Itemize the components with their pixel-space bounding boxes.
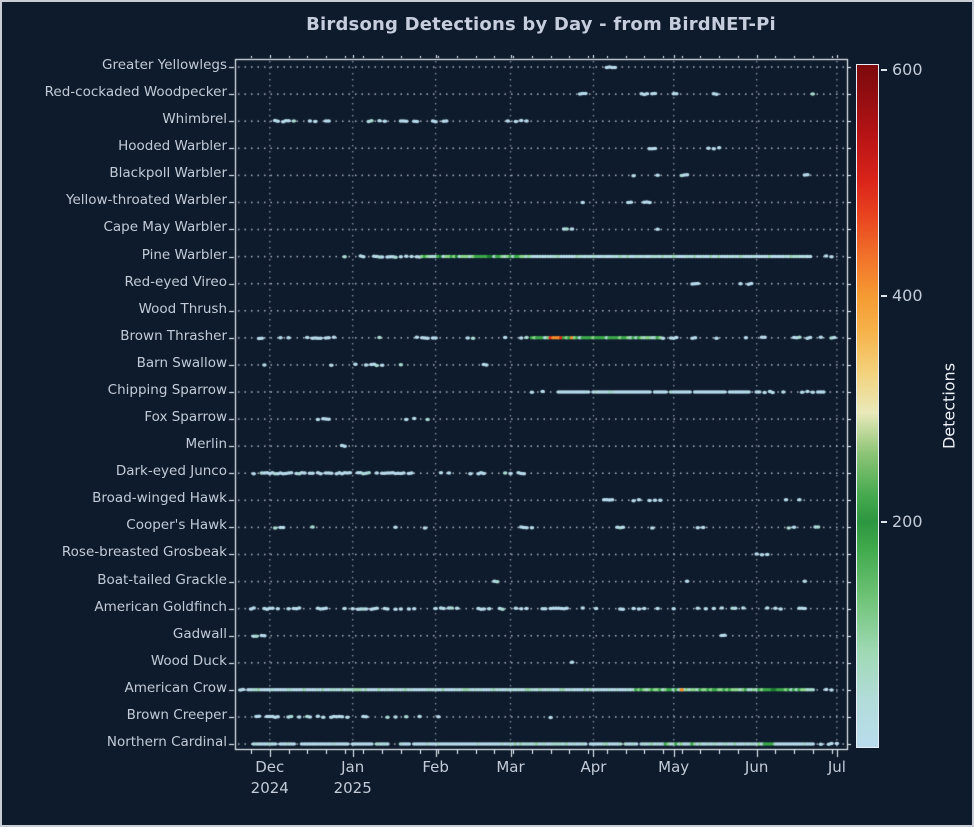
y-axis-label: Boat-tailed Grackle xyxy=(97,571,227,588)
colorbar-tick xyxy=(881,520,887,523)
colorbar-tick-label: 200 xyxy=(892,511,923,531)
y-axis-label: Greater Yellowlegs xyxy=(102,57,227,73)
y-axis-label: Barn Swallow xyxy=(136,354,227,371)
colorbar-tick xyxy=(881,68,887,71)
y-axis-label: Brown Creeper xyxy=(126,706,227,723)
x-axis-label: Apr xyxy=(580,758,607,776)
colorbar-tick-label: 600 xyxy=(892,59,923,79)
y-axis-label: Wood Thrush xyxy=(138,300,227,317)
x-axis-year-label: 2025 xyxy=(333,779,372,797)
y-axis-label: Brown Thrasher xyxy=(120,327,227,344)
y-axis-label: American Crow xyxy=(124,679,227,696)
y-axis-label: Yellow-throated Warbler xyxy=(65,192,227,209)
x-axis-label: Jul xyxy=(827,758,846,776)
colorbar xyxy=(856,64,879,748)
y-axis-label: Wood Duck xyxy=(150,652,227,669)
x-axis-year-label: 2024 xyxy=(250,779,289,797)
colorbar-tick-label: 400 xyxy=(892,285,923,305)
colorbar-tick xyxy=(881,294,887,297)
x-axis-label: Jun xyxy=(744,758,769,776)
y-axis-label: Red-cockaded Woodpecker xyxy=(44,84,227,101)
y-axis-label: Fox Sparrow xyxy=(144,409,227,426)
y-axis-label: Red-eyed Vireo xyxy=(124,273,228,290)
y-axis-label: Chipping Sparrow xyxy=(107,381,227,398)
y-axis-label: Whimbrel xyxy=(162,111,227,128)
y-axis-label: Merlin xyxy=(185,436,227,453)
y-axis-label: Broad-winged Hawk xyxy=(92,490,227,507)
x-axis-label: Dec xyxy=(255,758,285,776)
y-axis-label: Blackpoll Warbler xyxy=(109,165,227,182)
y-axis-label: Cape May Warbler xyxy=(103,219,227,236)
y-axis-label: Northern Cardinal xyxy=(106,734,227,750)
x-axis-label: Mar xyxy=(496,758,525,776)
y-axis-label: American Goldfinch xyxy=(94,598,227,615)
y-axis-label: Pine Warbler xyxy=(141,246,227,263)
y-axis-label: Cooper's Hawk xyxy=(126,517,227,534)
x-axis-label: Feb xyxy=(422,758,449,776)
colorbar-title: Detections xyxy=(939,362,959,450)
y-axis-label: Dark-eyed Junco xyxy=(115,463,227,480)
y-axis-label: Hooded Warbler xyxy=(118,138,227,155)
x-axis-label: May xyxy=(658,758,690,776)
y-axis-label: Rose-breasted Grosbeak xyxy=(61,544,227,561)
x-axis-label: Jan xyxy=(341,758,365,776)
y-axis-label: Gadwall xyxy=(172,625,227,642)
